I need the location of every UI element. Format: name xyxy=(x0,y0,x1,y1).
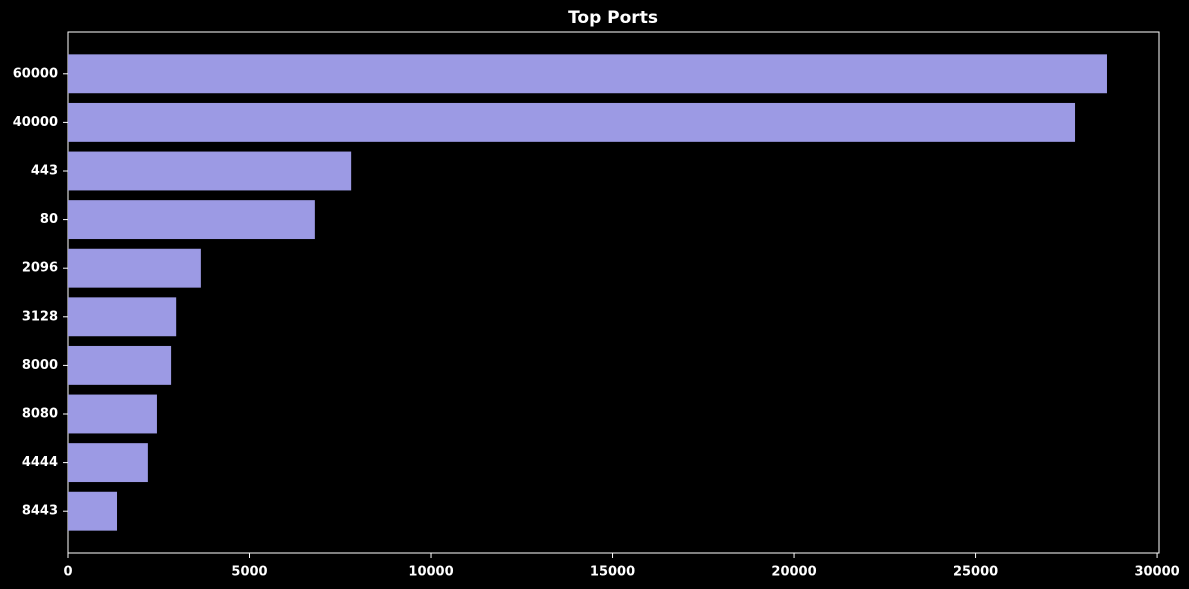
x-tick-label: 30000 xyxy=(1134,565,1179,580)
bar xyxy=(68,491,118,531)
x-tick-label: 15000 xyxy=(590,565,635,580)
bar xyxy=(68,443,148,483)
bar xyxy=(68,102,1076,142)
bar xyxy=(68,248,201,288)
x-tick-label: 25000 xyxy=(953,565,998,580)
y-tick-label: 8443 xyxy=(22,504,58,519)
x-tick-label: 20000 xyxy=(771,565,816,580)
chart-title: Top Ports xyxy=(568,8,658,28)
x-tick-label: 0 xyxy=(63,565,72,580)
y-tick-label: 8000 xyxy=(22,358,58,373)
y-tick-label: 40000 xyxy=(13,115,58,130)
x-tick-label: 10000 xyxy=(408,565,453,580)
bar xyxy=(68,200,315,240)
bar xyxy=(68,345,172,385)
bar xyxy=(68,54,1107,94)
bar xyxy=(68,394,157,434)
y-tick-label: 80 xyxy=(40,212,58,227)
bar xyxy=(68,151,352,191)
y-tick-label: 8080 xyxy=(22,407,58,422)
y-tick-label: 3128 xyxy=(22,309,58,324)
y-tick-label: 60000 xyxy=(13,66,58,81)
bar xyxy=(68,297,177,337)
x-tick-label: 5000 xyxy=(231,565,267,580)
plot-frame xyxy=(67,31,1160,554)
y-tick-label: 2096 xyxy=(22,261,58,276)
y-tick-label: 4444 xyxy=(22,455,58,470)
y-tick-label: 443 xyxy=(31,163,58,178)
